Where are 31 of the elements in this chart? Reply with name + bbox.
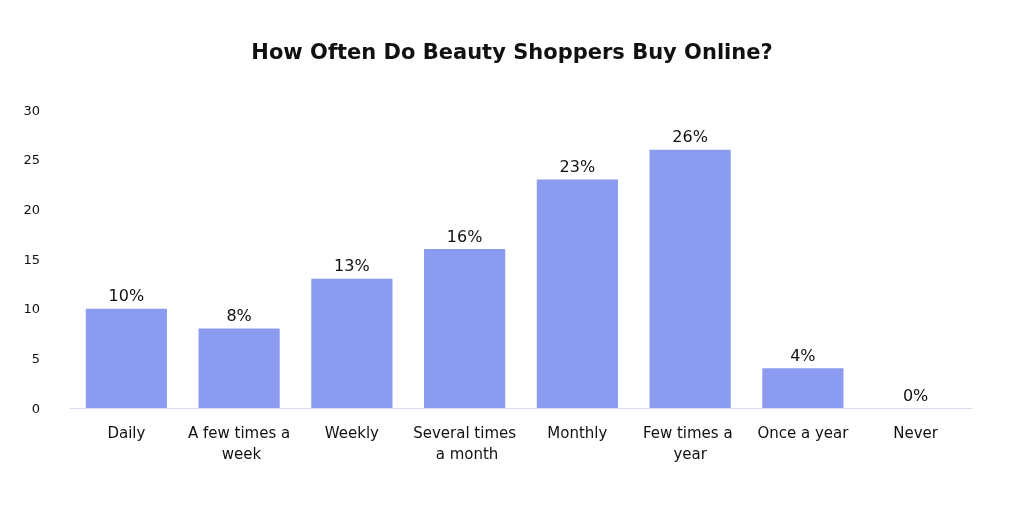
- bar: [762, 368, 844, 408]
- data-label: 4%: [790, 345, 816, 365]
- data-label: 13%: [334, 256, 370, 276]
- x-tick-label: Weekly: [324, 423, 380, 442]
- x-tick-label: Daily: [107, 423, 146, 442]
- data-label: 0%: [902, 385, 929, 405]
- data-label: 10%: [108, 286, 145, 306]
- data-label: 8%: [226, 306, 252, 326]
- data-label: 16%: [446, 226, 483, 246]
- x-tick-label: A few times a week: [188, 423, 291, 463]
- x-tick-label: Monthly: [547, 423, 608, 442]
- y-tick-label: 10: [23, 301, 40, 317]
- data-label: 26%: [672, 127, 708, 147]
- bar: [85, 308, 167, 408]
- x-tick-label: Several times a month: [413, 423, 517, 463]
- bar: [424, 249, 506, 408]
- y-tick-label: 5: [31, 350, 40, 366]
- data-label: 23%: [559, 157, 596, 177]
- y-tick-label: 20: [23, 201, 40, 217]
- bar: [536, 179, 618, 408]
- chart-title: How Often Do Beauty Shoppers Buy Online?: [251, 39, 773, 64]
- bar: [198, 328, 280, 408]
- x-tick-label: Few times a year: [642, 423, 738, 463]
- x-tick-label: Never: [893, 423, 939, 442]
- y-tick-label: 25: [23, 152, 40, 168]
- bar: [649, 149, 731, 408]
- bar: [311, 278, 393, 408]
- y-tick-label: 0: [31, 400, 40, 416]
- y-tick-label: 30: [23, 102, 40, 118]
- x-tick-label: Once a year: [757, 423, 850, 442]
- y-tick-label: 15: [23, 251, 40, 267]
